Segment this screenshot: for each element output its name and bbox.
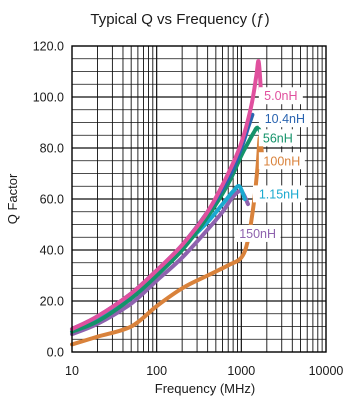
plot-frame <box>71 45 327 353</box>
y-tick-labels: 0.0 20.0 40.0 60.0 80.0 100.0 120.0 <box>33 40 64 360</box>
x-tick-labels: 10 100 1000 10000 <box>65 364 343 378</box>
series-line-100nh <box>70 135 264 347</box>
series-label-background <box>258 152 305 170</box>
series-label: 100nH <box>263 154 300 168</box>
y-tick-label: 100.0 <box>33 91 64 105</box>
series-line-150nh <box>70 189 250 337</box>
y-tick-label: 60.0 <box>40 193 64 207</box>
series-label: 10.4nH <box>265 112 305 126</box>
y-tick-label: 120.0 <box>33 40 64 54</box>
series-label-background <box>258 129 297 147</box>
series-label: 56nH <box>263 131 293 145</box>
y-tick-label: 0.0 <box>47 346 64 360</box>
y-tick-label: 20.0 <box>40 295 64 309</box>
x-tick-label: 10 <box>65 364 79 378</box>
series-label: 150nH <box>239 227 276 241</box>
series-line-56nh <box>70 125 263 334</box>
chart-title: Typical Q vs Frequency (ƒ) <box>90 11 269 28</box>
x-tick-label: 100 <box>146 364 167 378</box>
x-axis-label: Frequency (MHz) <box>155 381 255 396</box>
series-line-10-4nh <box>70 112 255 332</box>
series-label-background <box>234 224 281 242</box>
series-label-background <box>252 185 305 203</box>
series-lines <box>70 59 264 347</box>
series-labels: 5.0nH 10.4nH 56nH 100nH 1.15nH 150nH <box>234 87 311 242</box>
y-axis-label: Q Factor <box>5 173 20 224</box>
series-line-5-0nh <box>70 59 263 332</box>
x-tick-label: 1000 <box>227 364 255 378</box>
series-label-background <box>258 110 311 128</box>
series-label-background <box>258 87 303 105</box>
x-tick-label: 10000 <box>309 364 344 378</box>
y-tick-label: 80.0 <box>40 142 64 156</box>
series-label: 1.15nH <box>259 187 299 201</box>
y-tick-label: 40.0 <box>40 244 64 258</box>
series-label: 5.0nH <box>264 89 297 103</box>
